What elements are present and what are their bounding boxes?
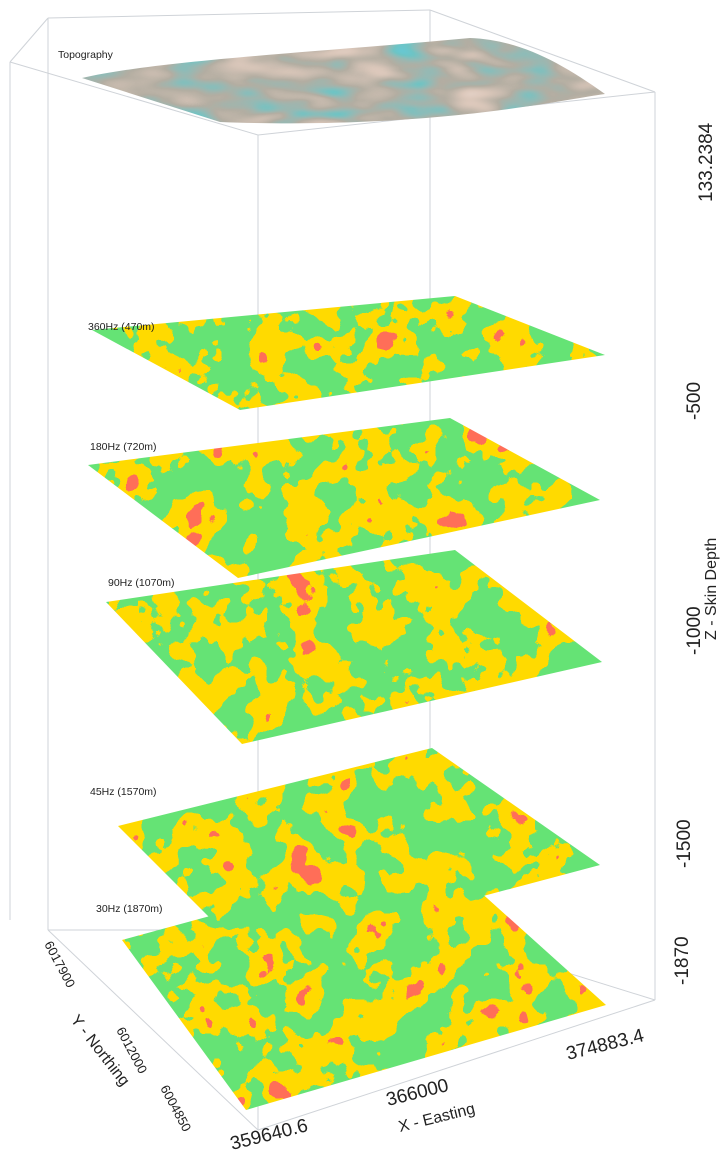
y-tick-6017900: 6017900 — [41, 938, 78, 990]
topography-surface — [82, 38, 605, 124]
x-tick-374883: 374883.4 — [564, 1025, 646, 1065]
topography-label: Topography — [58, 49, 114, 61]
slice-label-90hz: 90Hz (1070m) — [108, 577, 175, 589]
z-tick-1500: -1500 — [674, 819, 695, 868]
z-axis: 133.2384 -500 Z - Skin Depth -1000 -1500… — [672, 122, 720, 985]
x-tick-359640: 359640.6 — [228, 1115, 310, 1155]
slice-180hz — [88, 418, 600, 578]
z-tick-1000: -1000 — [684, 606, 705, 655]
slice-label-180hz: 180Hz (720m) — [90, 441, 157, 453]
slice-360hz — [92, 296, 605, 410]
slice-label-360hz: 360Hz (470m) — [88, 321, 155, 333]
y-tick-6004850: 6004850 — [157, 1082, 194, 1134]
z-tick-1870: -1870 — [672, 936, 693, 985]
z-tick-500: -500 — [684, 382, 705, 420]
slice-90hz — [106, 550, 602, 744]
slice-label-45hz: 45Hz (1570m) — [90, 786, 157, 798]
slice-label-30hz: 30Hz (1870m) — [96, 903, 163, 915]
z-tick-133: 133.2384 — [696, 122, 717, 202]
x-tick-366000: 366000 — [384, 1075, 451, 1111]
y-axis-title: Y - Northing — [67, 1012, 133, 1090]
z-axis-title: Z - Skin Depth — [703, 538, 720, 640]
